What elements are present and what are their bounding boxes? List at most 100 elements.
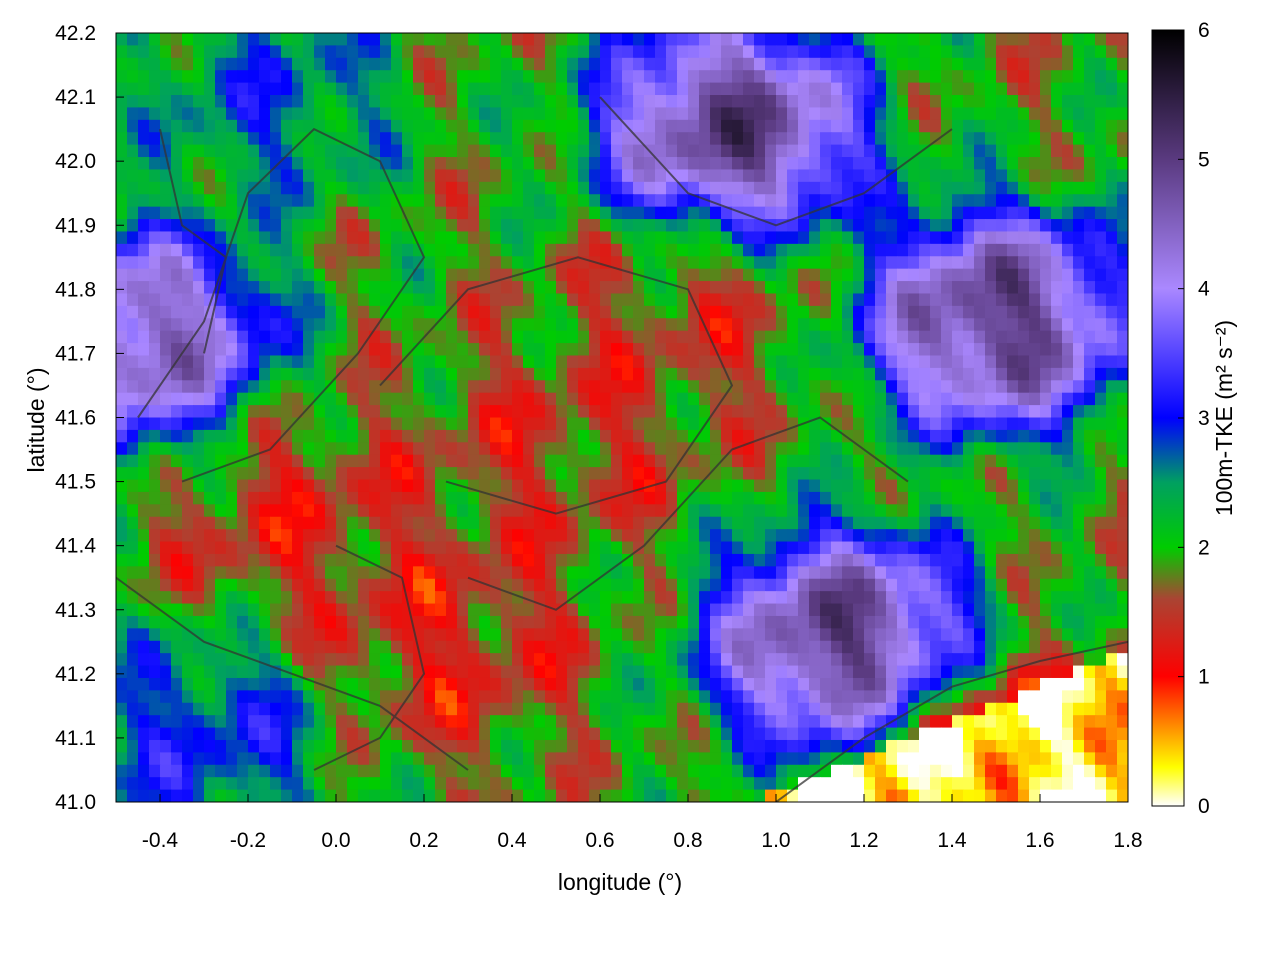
heatmap-cell xyxy=(765,194,777,208)
heatmap-cell xyxy=(754,591,766,605)
heatmap-cell xyxy=(985,690,997,704)
heatmap-cell xyxy=(578,516,590,530)
heatmap-cell xyxy=(666,144,678,158)
heatmap-cell xyxy=(424,243,436,257)
heatmap-cell xyxy=(446,231,458,245)
heatmap-cell xyxy=(1029,268,1041,282)
heatmap-cell xyxy=(853,243,865,257)
heatmap-cell xyxy=(468,70,480,84)
heatmap-cell xyxy=(446,677,458,691)
heatmap-cell xyxy=(160,305,172,319)
heatmap-cell xyxy=(853,45,865,59)
heatmap-cell xyxy=(688,70,700,84)
heatmap-cell xyxy=(666,640,678,654)
heatmap-cell xyxy=(963,591,975,605)
heatmap-cell xyxy=(523,281,535,295)
heatmap-cell xyxy=(171,119,183,133)
heatmap-cell xyxy=(578,417,590,431)
heatmap-cell xyxy=(545,132,557,146)
heatmap-cell xyxy=(765,132,777,146)
heatmap-cell xyxy=(468,82,480,96)
heatmap-cell xyxy=(578,181,590,195)
heatmap-cell xyxy=(182,33,194,46)
heatmap-cell xyxy=(754,665,766,679)
heatmap-cell xyxy=(1073,355,1085,369)
heatmap-cell xyxy=(138,479,150,493)
heatmap-cell xyxy=(1018,268,1030,282)
heatmap-cell xyxy=(941,144,953,158)
heatmap-cell xyxy=(776,516,788,530)
heatmap-cell xyxy=(578,491,590,505)
heatmap-cell xyxy=(952,653,964,667)
heatmap-cell xyxy=(1062,603,1074,617)
heatmap-cell xyxy=(996,70,1008,84)
heatmap-cell xyxy=(314,70,326,84)
heatmap-cell xyxy=(941,529,953,543)
heatmap-cell xyxy=(589,665,601,679)
heatmap-cell xyxy=(974,355,986,369)
heatmap-cell xyxy=(1095,281,1107,295)
heatmap-cell xyxy=(303,95,315,109)
heatmap-cell xyxy=(908,516,920,530)
heatmap-cell xyxy=(1106,355,1118,369)
heatmap-cell xyxy=(237,330,249,344)
heatmap-cell xyxy=(578,591,590,605)
heatmap-cell xyxy=(633,504,645,518)
heatmap-cell xyxy=(358,479,370,493)
heatmap-cell xyxy=(699,615,711,629)
heatmap-cell xyxy=(215,566,227,580)
heatmap-cell xyxy=(908,690,920,704)
heatmap-cell xyxy=(523,243,535,257)
heatmap-cell xyxy=(952,169,964,183)
heatmap-cell xyxy=(413,578,425,592)
heatmap-cell xyxy=(127,467,139,481)
heatmap-cell xyxy=(688,95,700,109)
heatmap-cell xyxy=(424,144,436,158)
heatmap-cell xyxy=(193,380,205,394)
heatmap-cell xyxy=(1106,82,1118,96)
heatmap-cell xyxy=(259,318,271,332)
heatmap-cell xyxy=(743,57,755,71)
heatmap-cell xyxy=(721,615,733,629)
heatmap-cell xyxy=(996,454,1008,468)
heatmap-cell xyxy=(688,467,700,481)
heatmap-cell xyxy=(369,181,381,195)
heatmap-cell xyxy=(435,491,447,505)
heatmap-cell xyxy=(468,157,480,171)
heatmap-cell xyxy=(1040,603,1052,617)
heatmap-cell xyxy=(380,181,392,195)
heatmap-cell xyxy=(842,57,854,71)
heatmap-cell xyxy=(160,653,172,667)
heatmap-cell xyxy=(468,392,480,406)
heatmap-cell xyxy=(281,169,293,183)
heatmap-cell xyxy=(369,467,381,481)
heatmap-cell xyxy=(754,330,766,344)
heatmap-cell xyxy=(578,628,590,642)
heatmap-cell xyxy=(369,95,381,109)
heatmap-cell xyxy=(820,45,832,59)
heatmap-cell xyxy=(776,45,788,59)
heatmap-cell xyxy=(413,281,425,295)
heatmap-cell xyxy=(1062,690,1074,704)
heatmap-cell xyxy=(754,318,766,332)
heatmap-cell xyxy=(303,107,315,121)
heatmap-cell xyxy=(732,256,744,270)
heatmap-cell xyxy=(710,442,722,456)
heatmap-cell xyxy=(193,132,205,146)
heatmap-cell xyxy=(149,144,161,158)
heatmap-cell xyxy=(930,603,942,617)
heatmap-cell xyxy=(721,107,733,121)
heatmap-cell xyxy=(237,603,249,617)
heatmap-cell xyxy=(1062,442,1074,456)
heatmap-cell xyxy=(259,95,271,109)
heatmap-cell xyxy=(281,219,293,233)
heatmap-cell xyxy=(490,491,502,505)
heatmap-cell xyxy=(732,95,744,109)
heatmap-cell xyxy=(996,107,1008,121)
heatmap-cell xyxy=(886,640,898,654)
heatmap-cell xyxy=(1007,206,1019,220)
heatmap-cell xyxy=(611,628,623,642)
heatmap-cell xyxy=(622,628,634,642)
heatmap-cell xyxy=(721,665,733,679)
heatmap-cell xyxy=(710,578,722,592)
